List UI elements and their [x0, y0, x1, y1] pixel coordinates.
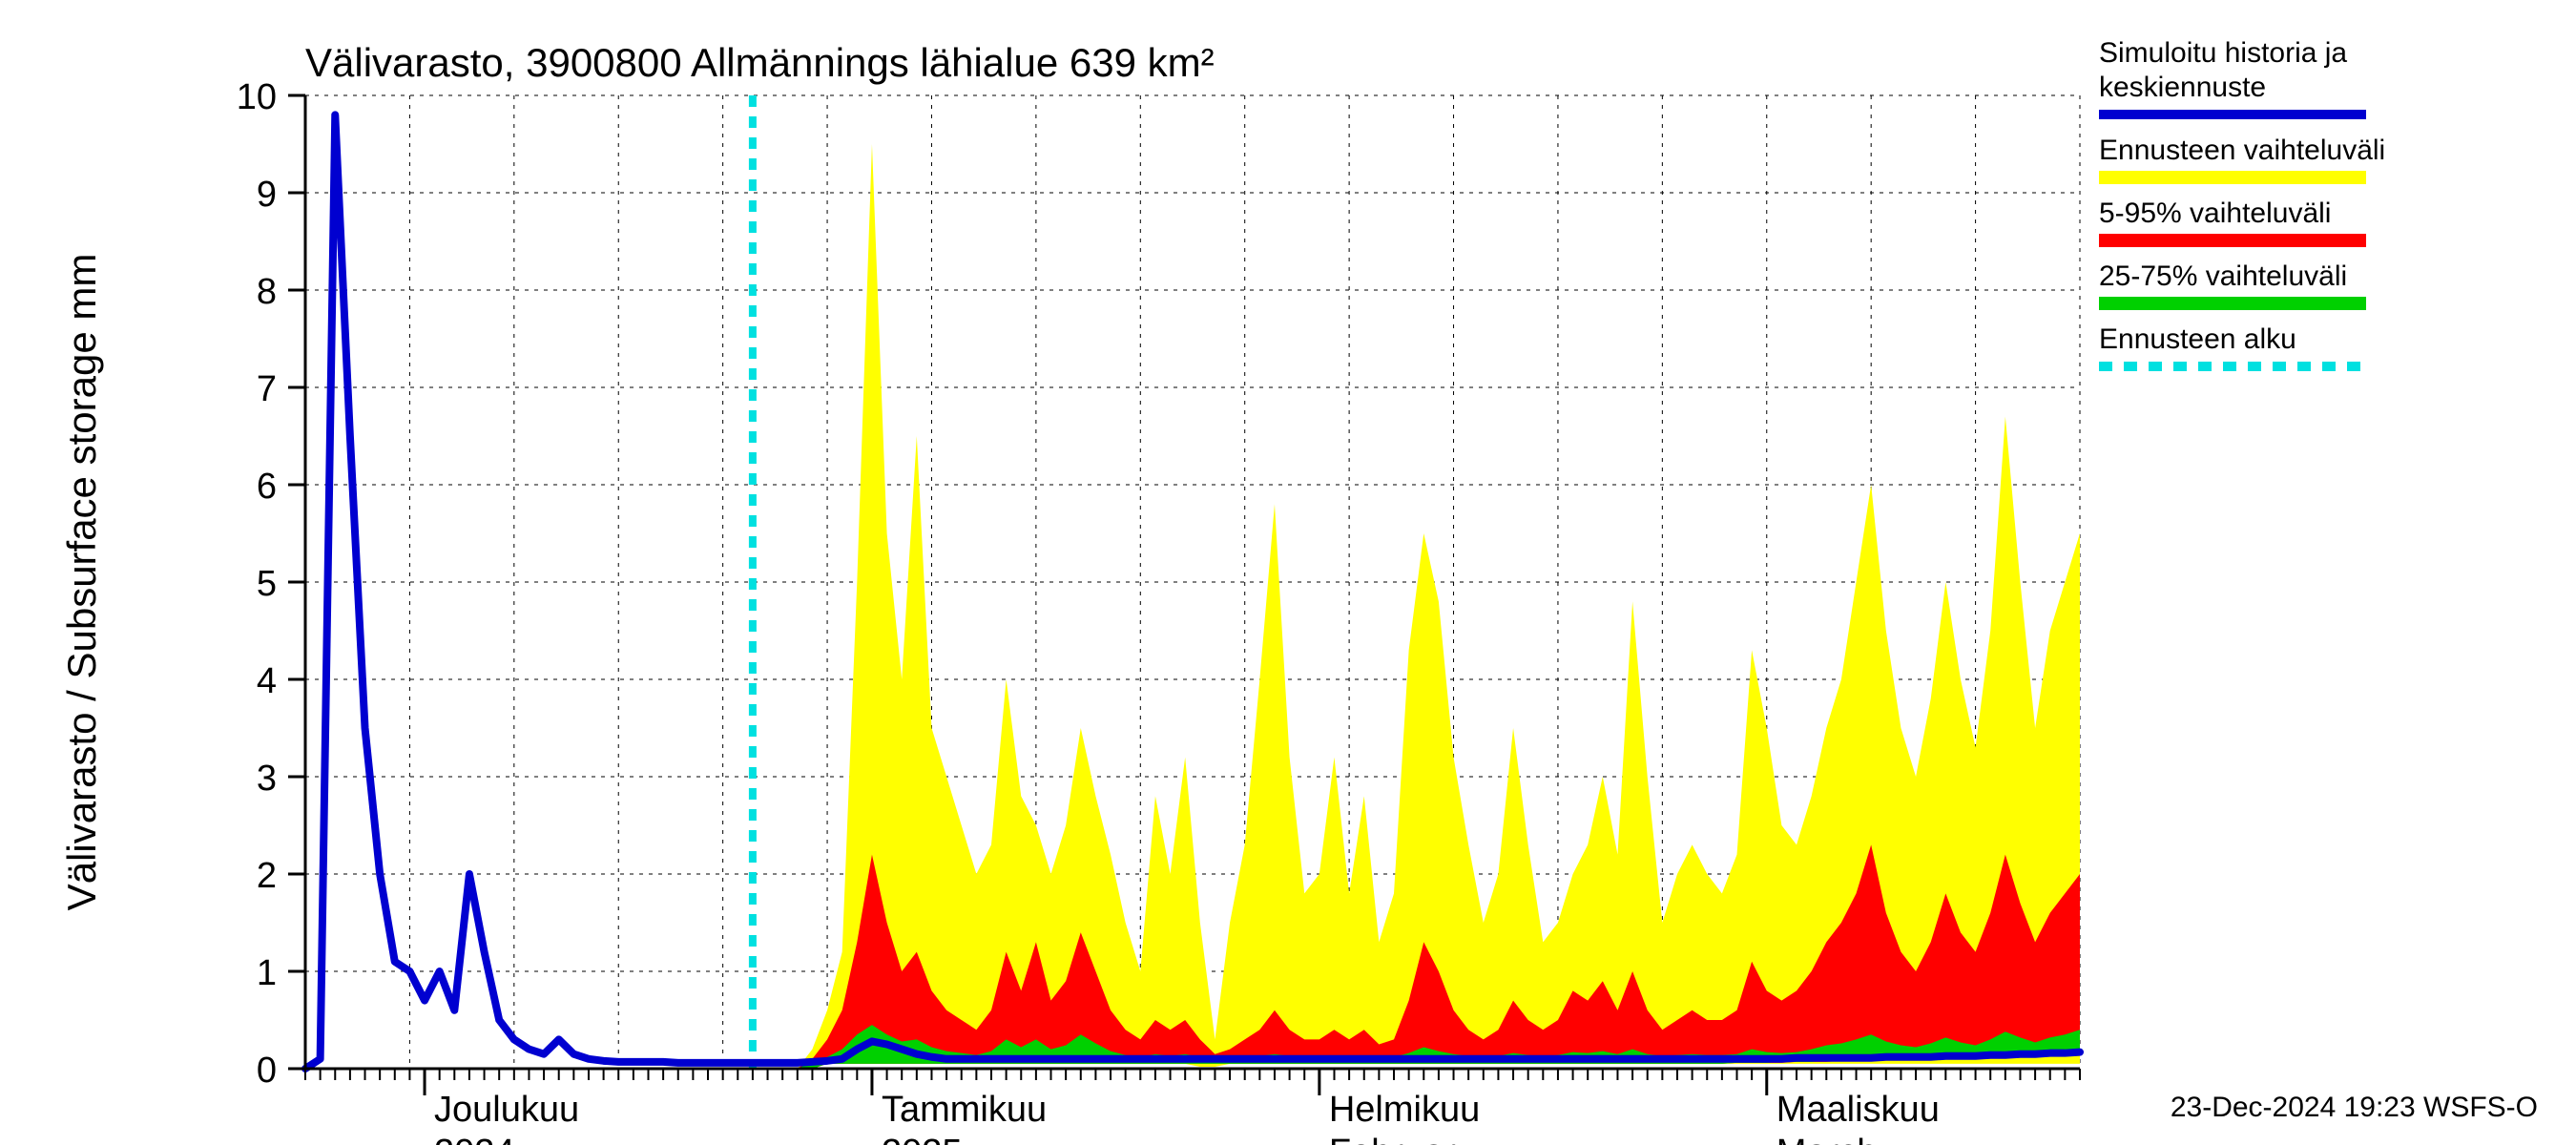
legend-label: keskiennuste [2099, 72, 2266, 103]
legend-label: Ennusteen vaihteluväli [2099, 135, 2385, 166]
legend-swatch [2099, 297, 2366, 310]
x-month-label2: February [1329, 1133, 1474, 1145]
x-month-label: Maaliskuu [1776, 1090, 1940, 1130]
ytick-label: 7 [257, 369, 277, 409]
legend-label: Simuloitu historia ja [2099, 37, 2347, 69]
x-month-label2: March [1776, 1133, 1878, 1145]
y-axis-label: Välivarasto / Subsurface storage mm [59, 254, 104, 911]
footer-timestamp: 23-Dec-2024 19:23 WSFS-O [2171, 1092, 2538, 1123]
chart-svg: 0 1 2 3 4 5 6 7 8 9 10 Joulukuu 2024 Tammikuu 2025 Helm… [0, 0, 2576, 1145]
ytick-label: 10 [237, 77, 277, 117]
legend-label: 25-75% vaihteluväli [2099, 260, 2347, 292]
x-month-label: Helmikuu [1329, 1090, 1480, 1130]
ytick-label: 4 [257, 661, 277, 701]
ytick-label: 2 [257, 856, 277, 896]
ytick-label: 0 [257, 1051, 277, 1091]
x-month-label2: 2025 [882, 1133, 963, 1145]
legend-swatch [2099, 234, 2366, 247]
x-month-label: Joulukuu [434, 1090, 579, 1130]
legend-swatch [2099, 171, 2366, 184]
ytick-label: 8 [257, 272, 277, 312]
ytick-label: 3 [257, 759, 277, 799]
x-month-label: Tammikuu [882, 1090, 1047, 1130]
chart-container: 0 1 2 3 4 5 6 7 8 9 10 Joulukuu 2024 Tammikuu 2025 Helm… [0, 0, 2576, 1145]
legend-label: Ennusteen alku [2099, 323, 2296, 355]
ytick-label: 9 [257, 175, 277, 215]
chart-title: Välivarasto, 3900800 Allmännings lähialu… [305, 40, 1215, 85]
legend-label: 5-95% vaihteluväli [2099, 198, 2331, 229]
ytick-label: 6 [257, 467, 277, 507]
ytick-label: 5 [257, 564, 277, 604]
x-month-label2: 2024 [434, 1133, 515, 1145]
ytick-label: 1 [257, 953, 277, 993]
